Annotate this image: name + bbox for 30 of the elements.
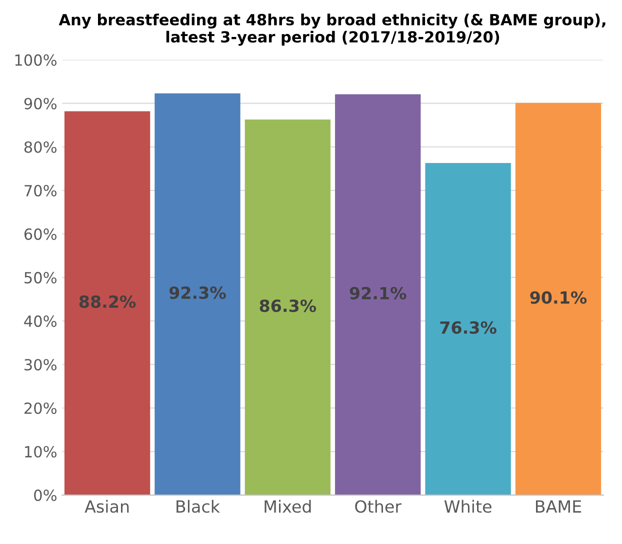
y-tick-label: 90% [24, 98, 56, 110]
y-tick-label: 30% [24, 358, 56, 370]
x-tick-label: Asian [84, 500, 129, 513]
bar [154, 93, 240, 496]
chart-title: Any breastfeeding at 48hrs by broad ethnicity (& BAME group), latest 3-year period (2017/18-2019/20) [58, 14, 606, 46]
y-tick-label: 80% [24, 141, 56, 153]
bar [64, 111, 150, 496]
y-tick-label: 60% [24, 228, 56, 240]
y-tick-label: 10% [25, 446, 56, 458]
y-tick-label: 0% [34, 490, 56, 502]
y-tick-label: 70% [24, 184, 56, 196]
bar [335, 94, 421, 496]
x-tick-label: White [444, 500, 492, 513]
data-label: 76.3% [440, 321, 496, 334]
data-label: 90.1% [530, 291, 587, 304]
y-tick-label: 50% [24, 272, 56, 284]
y-tick-label: 100% [15, 54, 56, 66]
bar [515, 102, 602, 496]
data-label: 86.3% [260, 299, 316, 312]
bar [425, 162, 511, 496]
data-label: 88.2% [79, 295, 136, 308]
x-tick-label: Other [355, 500, 402, 513]
data-label: 92.3% [169, 286, 226, 300]
x-tick-label: BAME [536, 500, 582, 513]
data-label: 92.1% [350, 286, 406, 300]
bar [244, 119, 331, 496]
y-tick-label: 20% [24, 402, 56, 414]
x-tick-label: Black [176, 500, 220, 513]
y-tick-label: 40% [24, 315, 56, 327]
x-tick-label: Mixed [264, 500, 311, 513]
